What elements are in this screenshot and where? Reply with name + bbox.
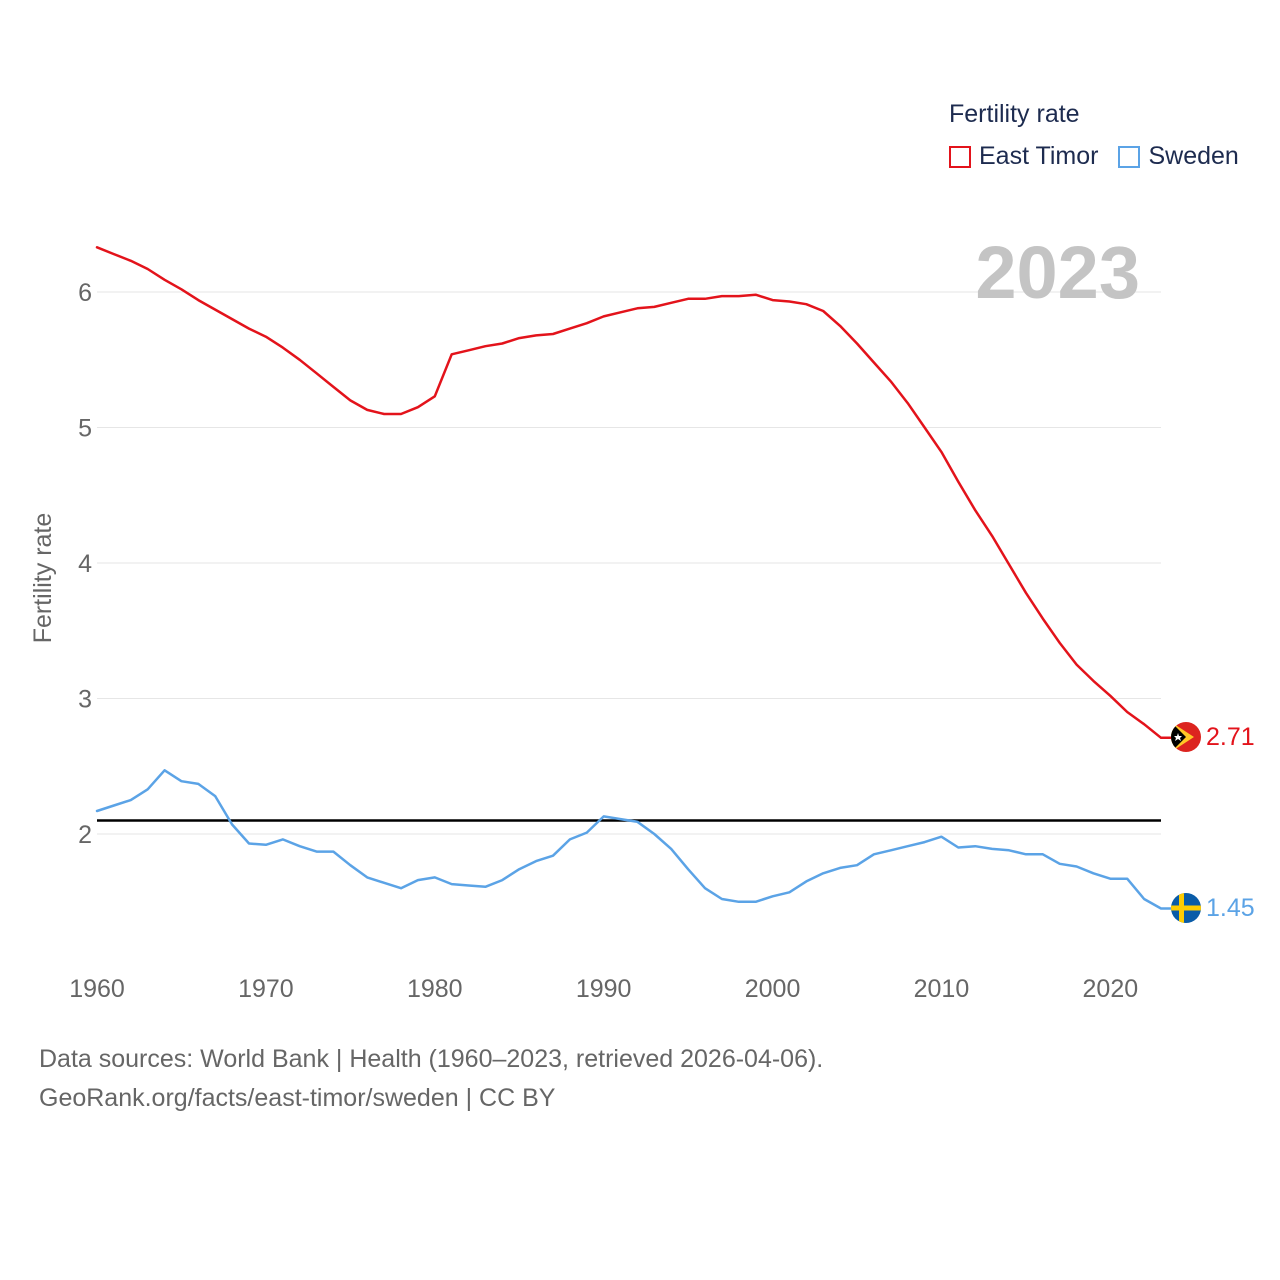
sweden-flag-icon <box>1171 893 1201 923</box>
y-tick-label: 2 <box>78 821 92 849</box>
series-line-east-timor <box>95 246 1173 740</box>
series-line-sweden <box>95 769 1173 910</box>
x-tick-label: 2020 <box>1083 975 1139 1003</box>
series-lines <box>95 246 1173 910</box>
east-timor-flag-icon <box>1171 722 1201 752</box>
data-source-text: Data sources: World Bank | Health (1960–… <box>39 1045 824 1073</box>
legend-title: Fertility rate <box>949 100 1080 128</box>
y-axis-label: Fertility rate <box>29 513 57 644</box>
legend-item-sweden[interactable]: Sweden <box>1118 142 1239 171</box>
source-url-text[interactable]: GeoRank.org/facts/east-timor/sweden | CC… <box>39 1084 556 1112</box>
legend-swatch-east-timor <box>949 145 971 168</box>
y-tick-label: 5 <box>78 415 92 443</box>
east-timor-end-value: 2.71 <box>1206 723 1255 751</box>
y-axis-ticks: 2 3 4 5 6 <box>78 279 92 849</box>
legend-label-sweden: Sweden <box>1148 142 1239 170</box>
x-tick-label: 1990 <box>576 975 632 1003</box>
legend-item-east-timor[interactable]: East Timor <box>949 142 1098 171</box>
y-tick-label: 3 <box>78 686 92 714</box>
x-tick-label: 1980 <box>407 975 463 1003</box>
x-tick-label: 2000 <box>745 975 801 1003</box>
legend: East Timor Sweden <box>949 142 1259 171</box>
year-watermark: 2023 <box>975 231 1140 314</box>
grid-lines <box>97 291 1161 835</box>
x-axis-ticks: 1960 1970 1980 1990 2000 2010 2020 <box>69 975 1138 1003</box>
y-tick-label: 6 <box>78 279 92 307</box>
legend-swatch-sweden <box>1118 145 1141 168</box>
legend-label-east-timor: East Timor <box>979 142 1099 170</box>
x-tick-label: 1970 <box>238 975 294 1003</box>
y-tick-label: 4 <box>78 550 92 578</box>
x-tick-label: 1960 <box>69 975 125 1003</box>
sweden-end-value: 1.45 <box>1206 894 1255 922</box>
x-tick-label: 2010 <box>914 975 970 1003</box>
